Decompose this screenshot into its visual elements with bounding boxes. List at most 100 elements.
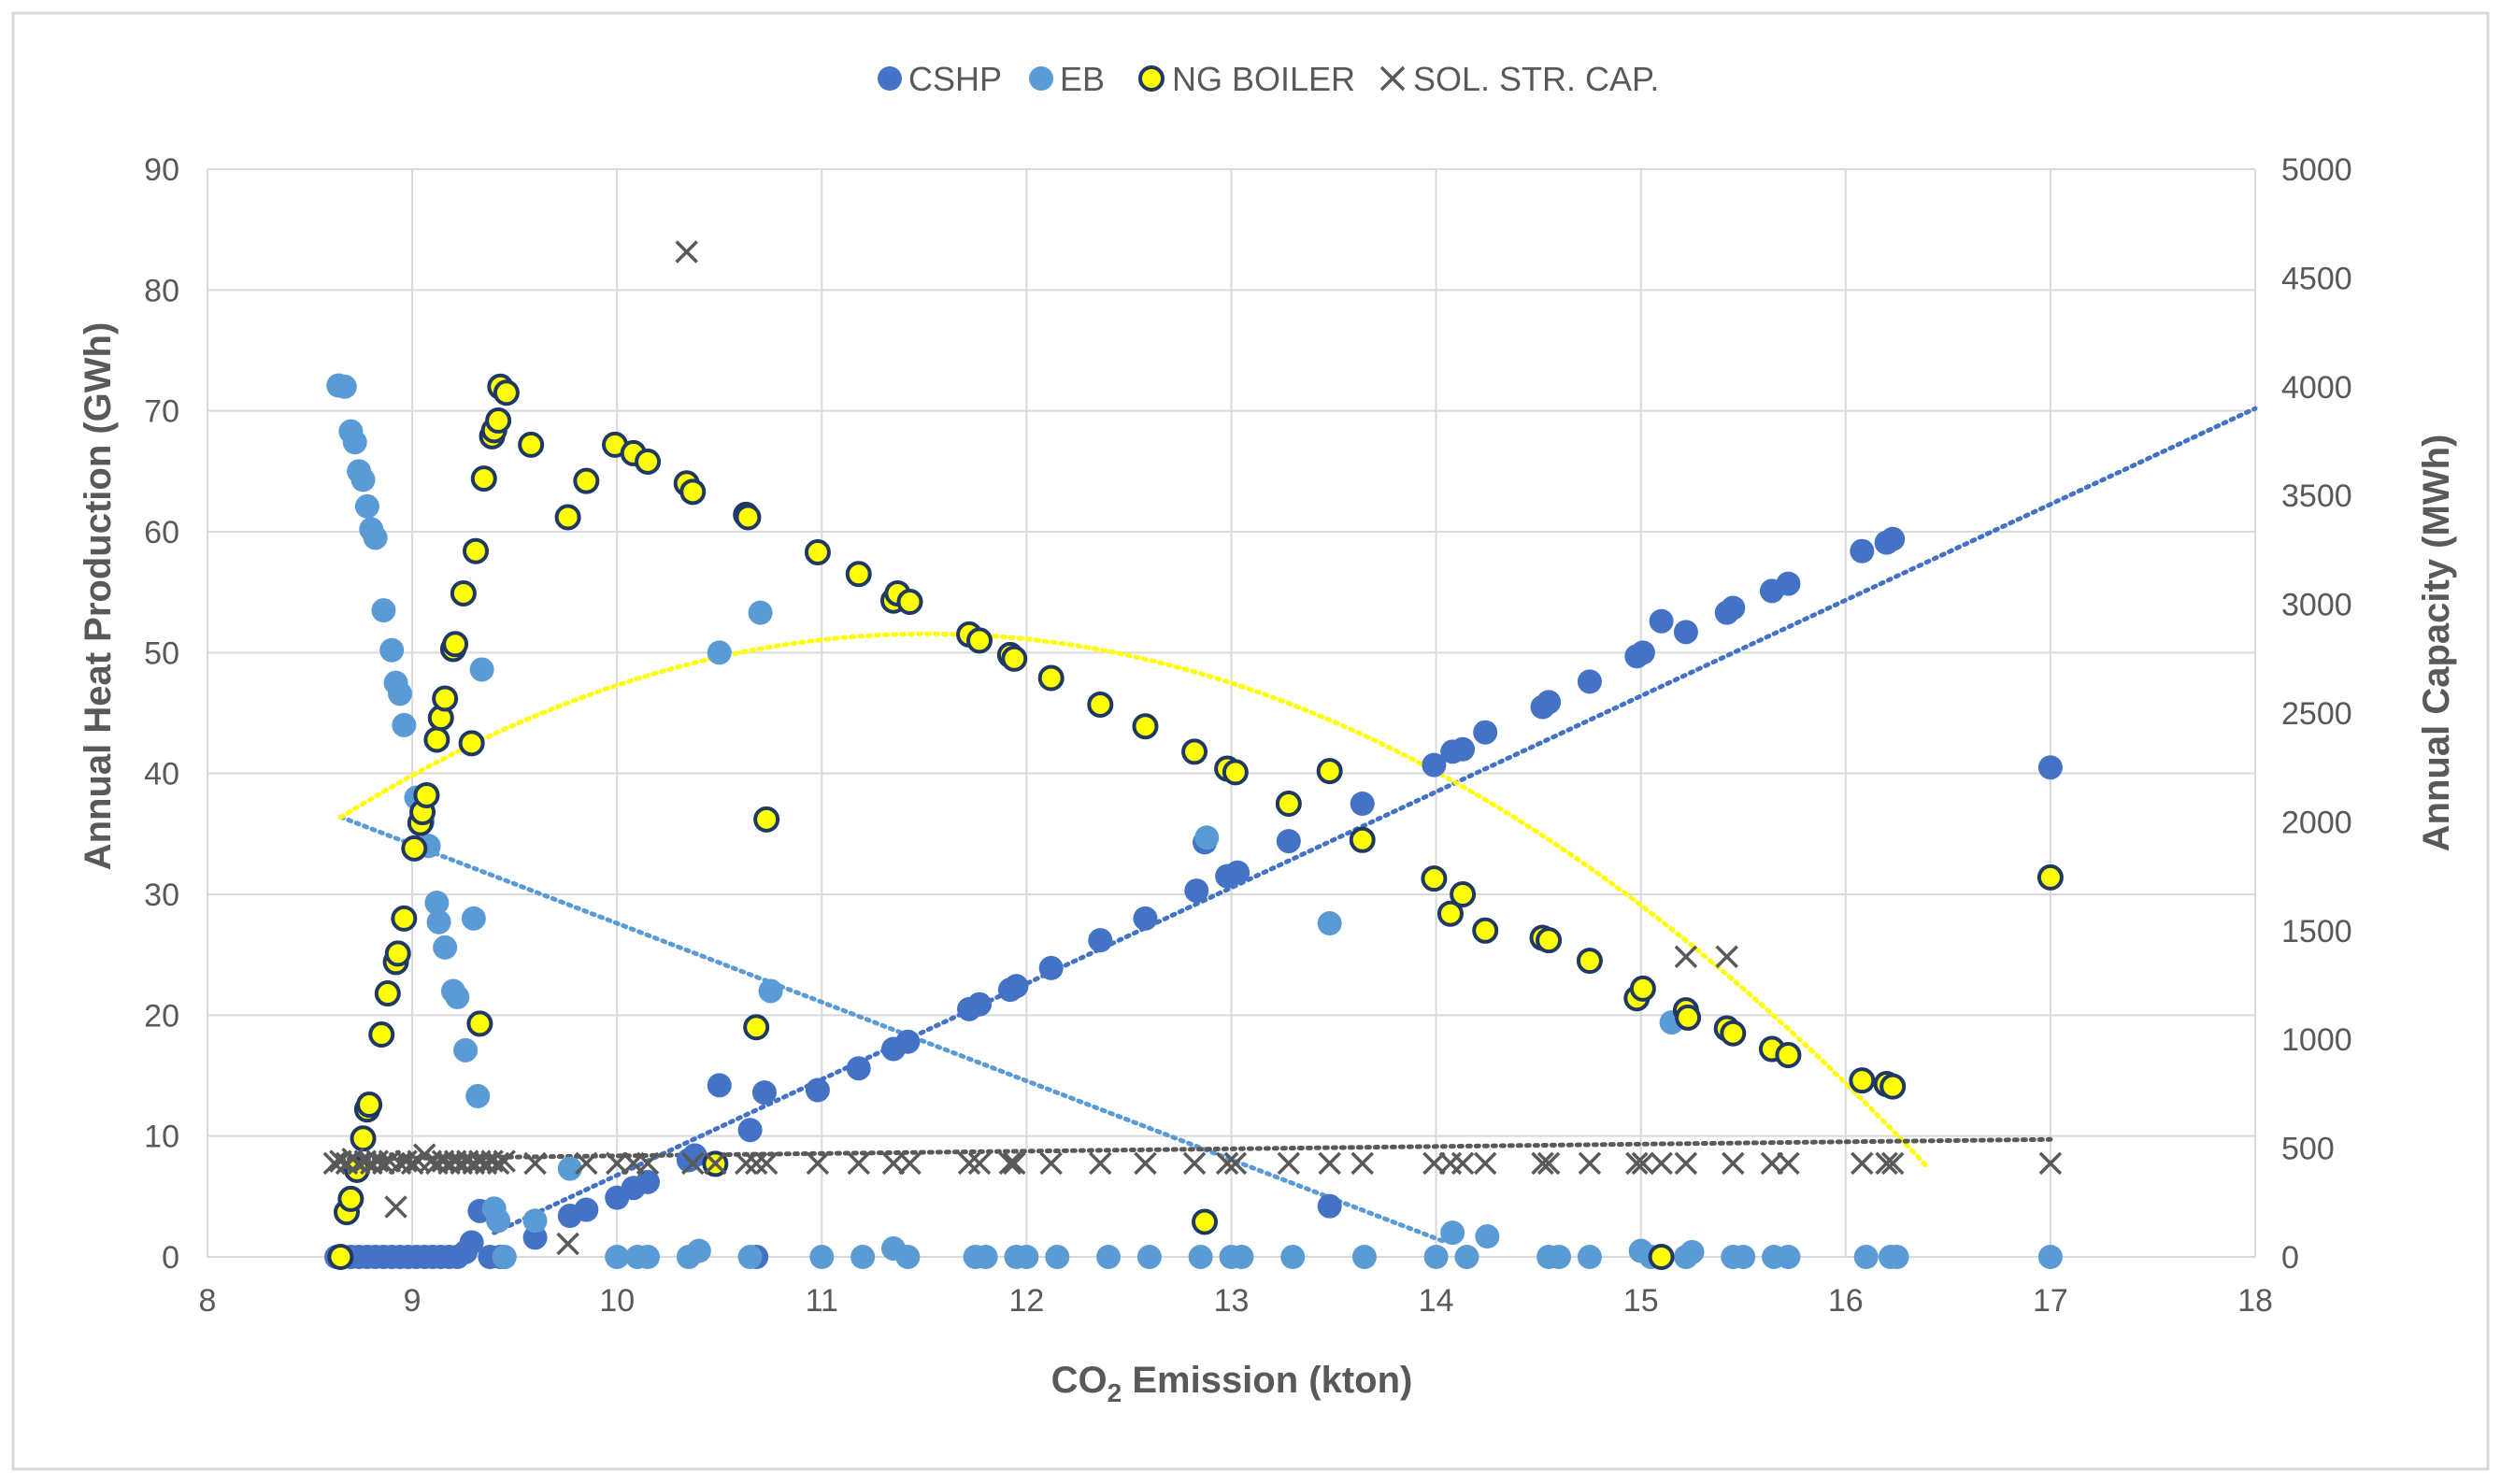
point-eb xyxy=(424,891,450,916)
point-sol-str-cap xyxy=(1277,1151,1301,1176)
point-sol-str-cap-stroke xyxy=(605,1151,629,1176)
point-cshp xyxy=(2037,755,2063,780)
point-ng-boiler xyxy=(466,1010,493,1037)
point-sol-str-cap xyxy=(1760,1151,1784,1176)
point-sol-str-cap xyxy=(806,1151,830,1176)
point-cshp xyxy=(1880,526,1906,551)
point-sol-str-cap-stroke xyxy=(2038,1151,2063,1176)
point-sol-str-cap-stroke xyxy=(1851,1151,1874,1176)
point-cshp xyxy=(1276,829,1301,854)
point-eb xyxy=(809,1245,835,1269)
point-ng-boiler xyxy=(337,1185,364,1212)
legend-marker-eb xyxy=(1029,66,1053,91)
point-cshp xyxy=(707,1073,732,1098)
point-eb xyxy=(1440,1220,1465,1246)
point-ng-boiler xyxy=(1450,881,1477,907)
point-sol-str-cap xyxy=(556,1232,579,1256)
point-ng-boiler xyxy=(1472,917,1499,944)
y2-tick-label: 5000 xyxy=(2281,152,2352,188)
x-tick-label: 17 xyxy=(2033,1283,2068,1319)
point-sol-str-cap-stroke xyxy=(1422,1151,1446,1176)
point-sol-str-cap-stroke xyxy=(1760,1151,1784,1176)
point-ng-boiler xyxy=(743,1014,770,1041)
point-ng-boiler xyxy=(1629,975,1656,1002)
point-sol-str-cap-stroke xyxy=(1089,1151,1112,1176)
point-eb xyxy=(465,1083,491,1108)
x-axis-title: CO2 Emission (kton) xyxy=(1051,1360,1413,1407)
y2-tick-label: 1500 xyxy=(2281,914,2352,949)
point-sol-str-cap xyxy=(1215,1151,1239,1176)
tick-labels: 8 9 10 11 12 13 14 15 16 17 1801020304050607080900… xyxy=(144,152,2351,1319)
x-axis-title-sub: 2 xyxy=(1108,1378,1122,1407)
point-sol-str-cap xyxy=(2038,1151,2063,1176)
y2-tick-label: 0 xyxy=(2281,1240,2299,1276)
x-tick-label: 14 xyxy=(1419,1283,1454,1319)
point-eb xyxy=(433,935,458,960)
point-eb xyxy=(445,984,470,1009)
point-eb xyxy=(426,909,451,935)
point-ng-boiler xyxy=(1648,1244,1675,1270)
point-eb xyxy=(486,1208,511,1234)
point-sol-str-cap xyxy=(1880,1151,1905,1176)
point-sol-str-cap-stroke xyxy=(1625,1151,1649,1176)
point-cshp xyxy=(1422,752,1447,778)
point-eb xyxy=(973,1245,998,1269)
y2-tick-label: 4500 xyxy=(2281,261,2352,296)
point-sol-str-cap-stroke xyxy=(847,1151,870,1176)
point-cshp xyxy=(1317,1193,1342,1219)
point-ng-boiler xyxy=(1132,713,1159,740)
point-ng-boiler xyxy=(493,379,520,407)
point-sol-str-cap-stroke xyxy=(378,1149,402,1173)
point-sol-str-cap xyxy=(1631,1151,1655,1176)
point-sol-str-cap-stroke xyxy=(400,1151,424,1176)
point-sol-str-cap xyxy=(957,1151,981,1176)
point-sol-str-cap xyxy=(1134,1151,1157,1176)
point-cshp xyxy=(737,1118,763,1143)
point-eb xyxy=(2037,1245,2063,1269)
point-eb xyxy=(371,598,396,623)
point-ng-boiler xyxy=(804,538,831,565)
trendline-eb xyxy=(337,814,1450,1245)
point-sol-str-cap-stroke xyxy=(967,1151,992,1176)
point-eb xyxy=(748,600,773,625)
point-sol-str-cap xyxy=(1473,1151,1497,1176)
point-sol-str-cap xyxy=(967,1151,992,1176)
point-eb xyxy=(453,1037,479,1063)
x-tick-label: 11 xyxy=(806,1283,838,1319)
point-sol-str-cap-stroke xyxy=(898,1151,922,1176)
point-eb xyxy=(1731,1245,1756,1269)
point-eb xyxy=(1853,1245,1879,1269)
point-cshp xyxy=(636,1169,661,1194)
point-ng-boiler xyxy=(1275,791,1302,817)
point-sol-str-cap xyxy=(681,1151,705,1176)
point-ng-boiler xyxy=(1001,645,1028,672)
point-cshp xyxy=(1451,736,1476,762)
point-ng-boiler xyxy=(735,504,762,531)
point-ng-boiler xyxy=(450,579,477,606)
point-cshp xyxy=(1184,878,1209,904)
point-eb xyxy=(342,430,367,455)
point-sol-str-cap-stroke xyxy=(1777,1151,1800,1176)
point-sol-str-cap xyxy=(898,1151,922,1176)
point-sol-str-cap-stroke xyxy=(556,1232,579,1256)
point-sol-str-cap xyxy=(881,1151,906,1176)
point-sol-str-cap xyxy=(1089,1151,1112,1176)
y-axis-title: Annual Heat Production (GWh) xyxy=(78,322,119,871)
point-cshp xyxy=(751,1080,777,1106)
point-sol-str-cap-stroke xyxy=(1318,1151,1341,1176)
point-ng-boiler xyxy=(573,467,600,494)
point-ng-boiler xyxy=(1349,826,1376,853)
point-sol-str-cap xyxy=(1650,1151,1673,1176)
point-ng-boiler xyxy=(554,504,581,531)
point-cshp xyxy=(1536,690,1562,715)
point-sol-str-cap-stroke xyxy=(384,1195,407,1219)
point-eb xyxy=(1454,1245,1479,1269)
point-sol-str-cap-stroke xyxy=(486,1151,510,1176)
point-sol-str-cap-stroke xyxy=(1277,1151,1301,1176)
series-ng-boiler xyxy=(327,373,2064,1270)
x-tick-label: 13 xyxy=(1214,1283,1250,1319)
point-sol-str-cap-stroke xyxy=(1674,945,1698,968)
point-sol-str-cap xyxy=(734,1151,758,1176)
y2-tick-label: 2500 xyxy=(2281,696,2352,732)
point-cshp xyxy=(459,1230,484,1255)
